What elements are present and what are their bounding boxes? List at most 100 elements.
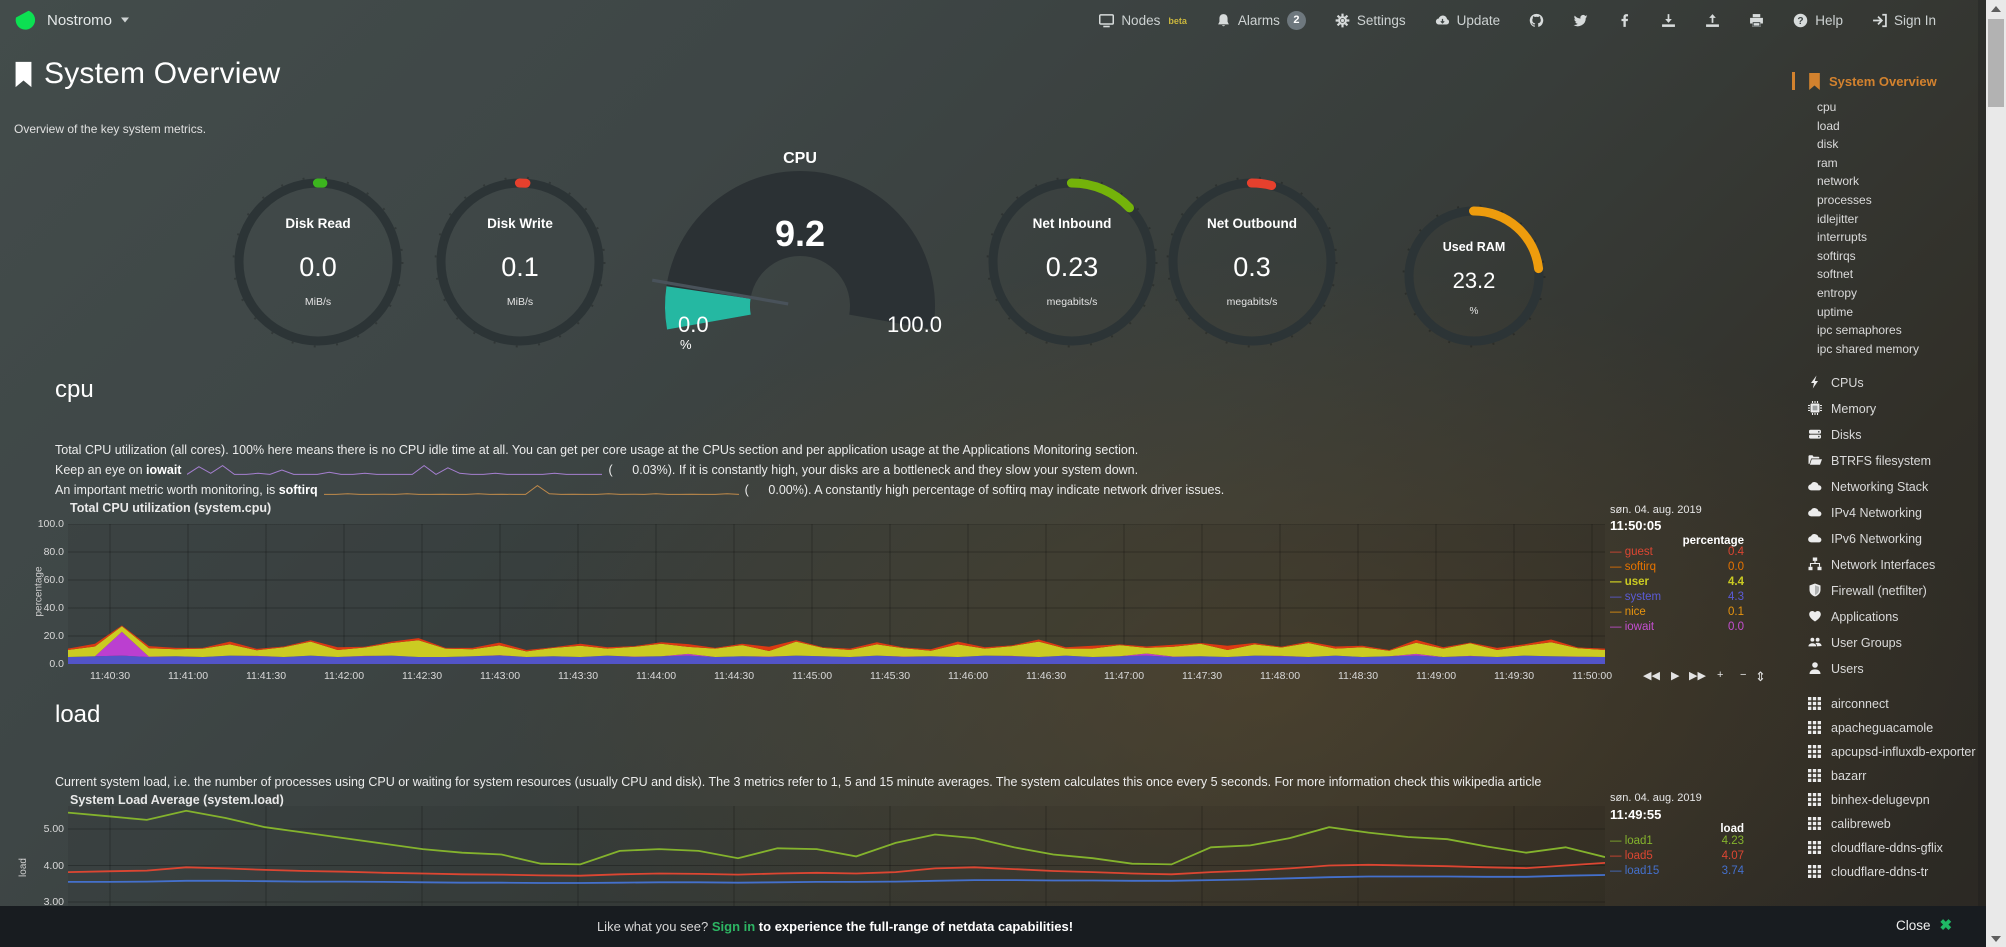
sidebar-item-ipv6-networking[interactable]: IPv6 Networking <box>1808 526 1976 552</box>
legend-value-nice[interactable]: 0.1 <box>1728 606 1744 618</box>
hostname-dropdown[interactable]: Nostromo <box>47 12 130 29</box>
sidebar-item-network-interfaces[interactable]: Network Interfaces <box>1808 552 1976 578</box>
export-button[interactable] <box>1705 13 1720 28</box>
legend-row-load1[interactable]: — load1 <box>1610 835 1653 847</box>
scrollbar-thumb[interactable] <box>1988 19 2004 107</box>
legend-value-load5[interactable]: 4.07 <box>1721 850 1744 862</box>
chart-toolbar-4[interactable]: − <box>1740 669 1747 681</box>
legend-row-system[interactable]: — system <box>1610 591 1662 603</box>
sidebar-item-cpus[interactable]: CPUs <box>1808 370 1976 396</box>
chart-toolbar-3[interactable]: + <box>1717 669 1724 681</box>
legend-row-load5[interactable]: — load5 <box>1610 850 1653 862</box>
legend-value-load1[interactable]: 4.23 <box>1721 835 1744 847</box>
sidebar-item-cloudflare-ddns-tr[interactable]: cloudflare-ddns-tr <box>1808 860 1976 884</box>
legend-value-user[interactable]: 4.4 <box>1728 576 1744 588</box>
legend-row-guest[interactable]: — guest <box>1610 546 1653 558</box>
import-button[interactable] <box>1661 13 1676 28</box>
legend-row-load15[interactable]: — load15 <box>1610 865 1660 877</box>
facebook-icon <box>1617 13 1632 28</box>
sidebar-item-ipc-semaphores[interactable]: ipc semaphores <box>1817 323 1902 338</box>
iowait-sparkline[interactable] <box>187 462 603 477</box>
legend-value-iowait[interactable]: 0.0 <box>1728 621 1744 633</box>
gauge-used-ram[interactable]: Used RAM 23.2% <box>1402 204 1546 348</box>
sidebar-item-airconnect[interactable]: airconnect <box>1808 692 1976 716</box>
print-button[interactable] <box>1749 13 1764 28</box>
disks-icon <box>1808 427 1822 441</box>
sidebar-item-load[interactable]: load <box>1817 118 1840 133</box>
scrollbar-down-arrow[interactable] <box>1986 930 2006 947</box>
legend-value-softirq[interactable]: 0.0 <box>1728 561 1744 573</box>
x-axis-tick: 11:43:30 <box>557 670 599 682</box>
sidebar-item-uptime[interactable]: uptime <box>1817 304 1854 319</box>
scrollbar-up-arrow[interactable] <box>1986 0 2006 17</box>
chart-toolbar-1[interactable]: ▶ <box>1671 670 1680 682</box>
legend-row-nice[interactable]: — nice <box>1610 606 1646 618</box>
gauge-cpu[interactable]: CPU 9.2 0.0 100.0% <box>650 146 950 352</box>
facebook-button[interactable] <box>1617 13 1632 28</box>
chevron-down-icon <box>121 17 130 23</box>
series-load15 <box>68 874 1605 884</box>
gauge-net-outbound[interactable]: Net Outbound 0.3 megabits/s <box>1166 176 1338 348</box>
alarms-button[interactable]: Alarms 2 <box>1216 10 1306 30</box>
signin-button[interactable]: Sign In <box>1872 13 1936 28</box>
sidebar-item-processes[interactable]: processes <box>1817 192 1872 207</box>
chart-plot-area[interactable] <box>68 524 1605 664</box>
legend-row-user[interactable]: — user <box>1610 576 1649 588</box>
gauge-net-inbound[interactable]: Net Inbound 0.23 megabits/s <box>986 176 1158 348</box>
top-navbar: Nostromo Nodes beta Alarms 2 Settings Up… <box>0 0 1986 40</box>
sidebar-item-disks[interactable]: Disks <box>1808 422 1976 448</box>
gauge-unit: megabits/s <box>1226 296 1278 308</box>
sidebar-item-disk[interactable]: disk <box>1817 137 1839 152</box>
gauge-disk-read[interactable]: Disk Read 0.0 MiB/s <box>232 176 404 348</box>
sidebar-item-cloudflare-ddns-gflix[interactable]: cloudflare-ddns-gflix <box>1808 836 1976 860</box>
sidebar-item-memory[interactable]: Memory <box>1808 396 1976 422</box>
gauge-label: Used RAM <box>1442 240 1506 254</box>
chart-toolbar-0[interactable]: ◀◀ <box>1643 670 1660 682</box>
banner-signin-link[interactable]: Sign in <box>711 919 756 934</box>
sidebar-item-cpu[interactable]: cpu <box>1817 100 1837 114</box>
legend-row-softirq[interactable]: — softirq <box>1610 561 1657 573</box>
sidebar-item-applications[interactable]: Applications <box>1808 604 1976 630</box>
banner-close-button[interactable]: Close ✖ <box>1896 918 1952 933</box>
sidebar-item-users[interactable]: Users <box>1808 656 1976 682</box>
sidebar-item-system-overview[interactable]: System Overview <box>1792 70 1976 92</box>
chart-resize-handle[interactable]: ⇕ <box>1755 669 1766 684</box>
legend-value-system[interactable]: 4.3 <box>1728 591 1744 603</box>
sidebar-item-bazarr[interactable]: bazarr <box>1808 764 1976 788</box>
settings-label: Settings <box>1356 12 1406 28</box>
legend-date: søn. 04. aug. 2019 <box>1610 504 1702 516</box>
sidebar-item-ipv4-networking[interactable]: IPv4 Networking <box>1808 500 1976 526</box>
sidebar-item-idlejitter[interactable]: idlejitter <box>1817 211 1859 226</box>
gauge-value: 0.23 <box>1045 252 1099 282</box>
legend-row-iowait[interactable]: — iowait <box>1610 621 1655 633</box>
sidebar-item-ipc-shared-memory[interactable]: ipc shared memory <box>1817 341 1920 356</box>
sidebar-item-interrupts[interactable]: interrupts <box>1817 230 1868 245</box>
softirq-sparkline[interactable] <box>323 482 739 497</box>
help-button[interactable]: ? Help <box>1793 13 1843 28</box>
sidebar-item-networking-stack[interactable]: Networking Stack <box>1808 474 1976 500</box>
legend-value-load15[interactable]: 3.74 <box>1721 865 1744 877</box>
legend-value-guest[interactable]: 0.4 <box>1728 546 1744 558</box>
sidebar-item-network[interactable]: network <box>1817 174 1860 189</box>
update-button[interactable]: Update <box>1435 13 1500 28</box>
x-axis-tick: 11:47:30 <box>1181 670 1223 682</box>
nodes-button[interactable]: Nodes beta <box>1099 13 1187 28</box>
sidebar-item-softirqs[interactable]: softirqs <box>1817 248 1856 263</box>
gauge-disk-write[interactable]: Disk Write 0.1 MiB/s <box>434 176 606 348</box>
twitter-button[interactable] <box>1573 13 1588 28</box>
sidebar-item-apacheguacamole[interactable]: apacheguacamole <box>1808 716 1976 740</box>
sidebar-item-ram[interactable]: ram <box>1817 155 1838 170</box>
sidebar-item-user-groups[interactable]: User Groups <box>1808 630 1976 656</box>
sidebar-item-apcupsd-influxdb-exporter[interactable]: apcupsd-influxdb-exporter <box>1808 740 1976 764</box>
sidebar-item-entropy[interactable]: entropy <box>1817 285 1858 300</box>
cpu-description: Total CPU utilization (all cores). 100% … <box>55 440 1224 500</box>
settings-button[interactable]: Settings <box>1335 13 1406 28</box>
sidebar-item-firewall-netfilter[interactable]: Firewall (netfilter) <box>1808 578 1976 604</box>
chart-toolbar-2[interactable]: ▶▶ <box>1689 670 1706 682</box>
sidebar-item-softnet[interactable]: softnet <box>1817 267 1854 282</box>
sidebar-item-btrfs-filesystem[interactable]: BTRFS filesystem <box>1808 448 1976 474</box>
github-button[interactable] <box>1529 13 1544 28</box>
sidebar-item-calibreweb[interactable]: calibreweb <box>1808 812 1976 836</box>
series-user <box>68 626 1605 657</box>
sidebar-item-binhex-delugevpn[interactable]: binhex-delugevpn <box>1808 788 1976 812</box>
